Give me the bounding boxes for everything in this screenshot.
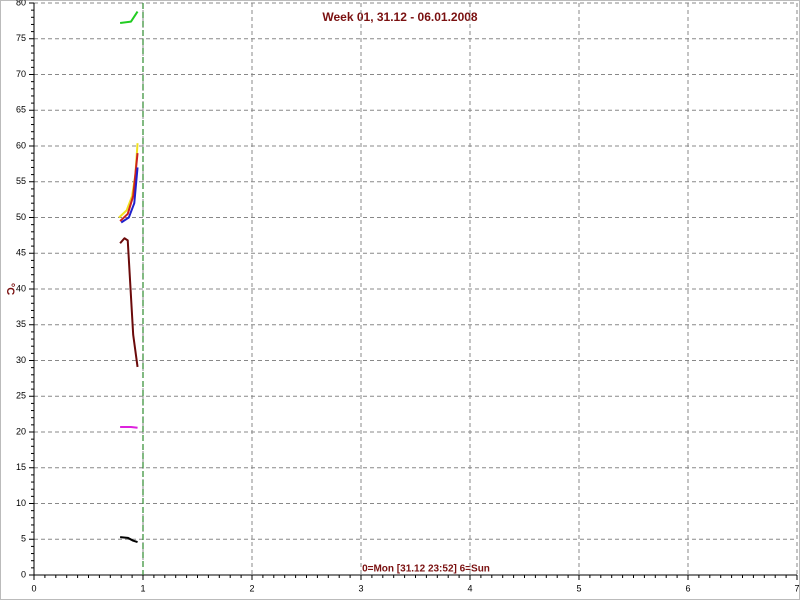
y-tick-label: 25 xyxy=(16,391,26,401)
chart-title: Week 01, 31.12 - 06.01.2008 xyxy=(322,10,478,24)
series-line xyxy=(120,536,138,544)
x-tick-label: 1 xyxy=(140,583,145,593)
series-line xyxy=(119,153,139,222)
x-tick-label: 4 xyxy=(467,583,472,593)
series-line xyxy=(120,167,139,224)
x-tick-label: 5 xyxy=(576,583,581,593)
y-tick-label: 50 xyxy=(16,212,26,222)
y-tick-label: 5 xyxy=(21,534,26,544)
y-tick-label: 10 xyxy=(16,498,26,508)
series-line xyxy=(119,11,139,25)
y-tick-label: 80 xyxy=(16,0,26,7)
y-tick-label: 65 xyxy=(16,105,26,115)
y-axis-label: °C xyxy=(4,283,16,295)
annotation: 0=Mon [31.12 23:52] 6=Sun xyxy=(362,564,490,575)
x-tick-label: 7 xyxy=(794,583,799,593)
x-tick-label: 2 xyxy=(249,583,254,593)
y-tick-label: 35 xyxy=(16,319,26,329)
y-tick-label: 20 xyxy=(16,426,26,436)
series-line xyxy=(119,237,139,368)
y-tick-label: 0 xyxy=(21,569,26,579)
x-tick-label: 3 xyxy=(358,583,363,593)
x-tick-label: 0 xyxy=(31,583,36,593)
series-line xyxy=(120,425,138,429)
y-tick-label: 55 xyxy=(16,176,26,186)
y-tick-label: 40 xyxy=(16,283,26,293)
x-tick-label: 6 xyxy=(685,583,690,593)
y-tick-label: 30 xyxy=(16,355,26,365)
y-tick-label: 15 xyxy=(16,462,26,472)
y-tick-label: 45 xyxy=(16,248,26,258)
y-tick-label: 75 xyxy=(16,33,26,43)
y-tick-label: 60 xyxy=(16,140,26,150)
y-tick-label: 70 xyxy=(16,69,26,79)
